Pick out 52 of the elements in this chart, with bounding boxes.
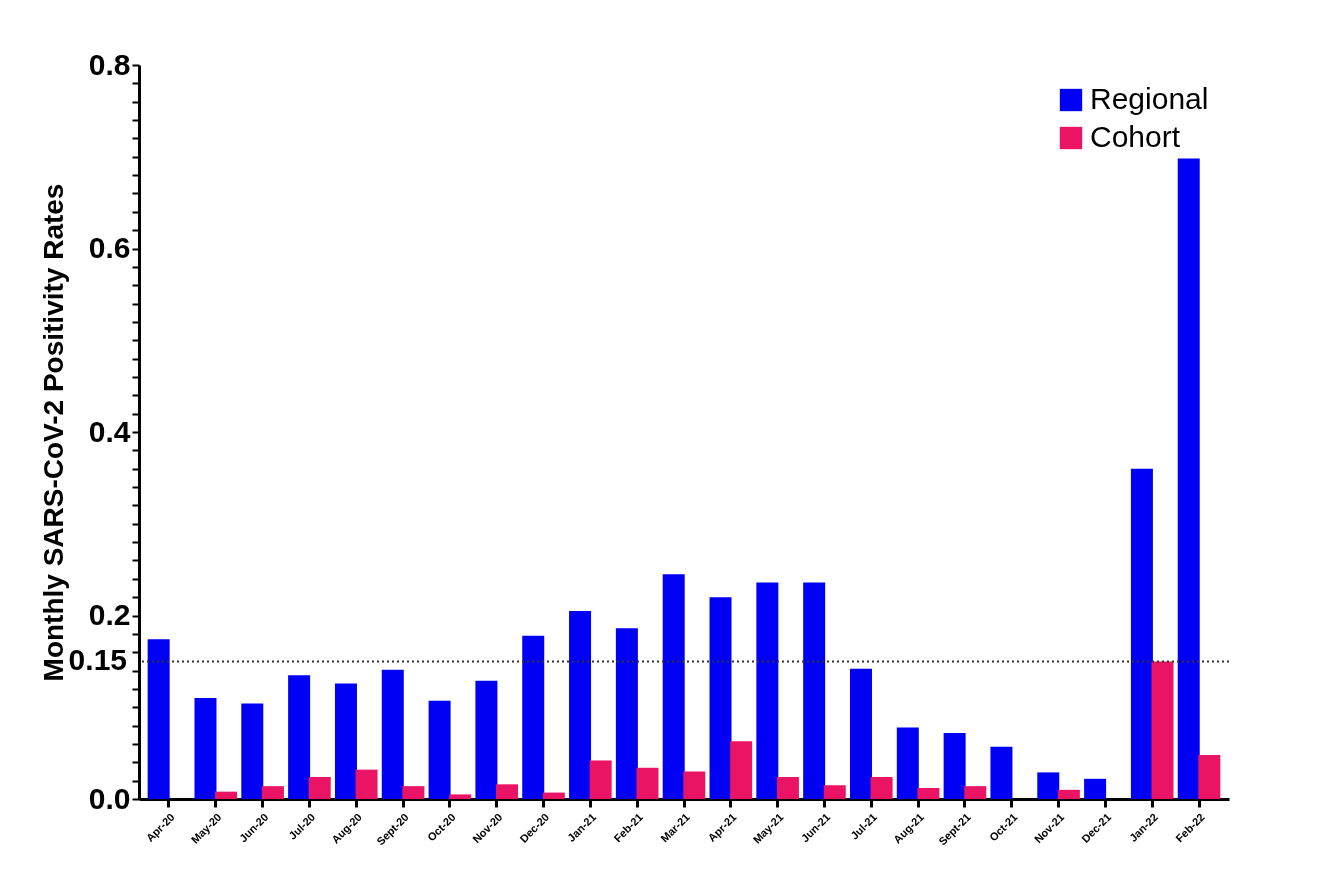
- bar: [1037, 772, 1060, 799]
- legend-label: Cohort: [1090, 120, 1181, 153]
- bar: [308, 776, 331, 799]
- y-tick-label: 0.0: [88, 781, 131, 815]
- bar: [870, 776, 893, 799]
- bar: [683, 771, 706, 799]
- bar: [943, 732, 966, 799]
- bar: [756, 582, 779, 799]
- bar: [615, 628, 638, 799]
- bar: [194, 698, 217, 799]
- bar: [990, 746, 1013, 799]
- bar: [522, 635, 545, 799]
- bar: [215, 791, 238, 799]
- bar: [569, 610, 592, 799]
- bar: [709, 597, 732, 799]
- y-tick-label: 0.2: [88, 598, 131, 631]
- bar: [730, 741, 753, 799]
- y-tick-label: 0.4: [88, 414, 131, 448]
- bar: [496, 784, 519, 799]
- bar: [1198, 754, 1221, 799]
- bar: [803, 582, 826, 799]
- bar: [662, 574, 685, 799]
- bar: [381, 669, 404, 799]
- bar: [589, 760, 612, 799]
- ref-line-label: 0.15: [68, 643, 127, 677]
- bar: [964, 786, 987, 799]
- bar: [542, 792, 565, 799]
- bar: [1084, 778, 1107, 799]
- y-tick-label: 0.6: [88, 231, 131, 264]
- bar: [449, 794, 472, 799]
- bar: [776, 776, 799, 799]
- bar: [288, 675, 311, 799]
- bar: [849, 668, 872, 799]
- y-axis-title: Monthly SARS-CoV-2 Positivity Rates: [37, 183, 69, 682]
- bar: [261, 786, 284, 799]
- y-tick-label: 0.8: [88, 47, 131, 81]
- bar: [1177, 158, 1200, 799]
- bar: [428, 700, 451, 799]
- bar: [241, 703, 264, 799]
- bar: [636, 767, 659, 799]
- bar: [402, 786, 425, 799]
- bar: [917, 787, 940, 799]
- bar: [1057, 789, 1080, 799]
- bar: [896, 727, 919, 799]
- bar: [334, 683, 357, 799]
- bar: [147, 639, 170, 799]
- bar: [823, 785, 846, 799]
- legend-label: Regional: [1090, 82, 1209, 115]
- bar: [1130, 468, 1153, 799]
- bar: [355, 769, 378, 799]
- bar: [475, 680, 498, 799]
- bar: [1151, 661, 1174, 799]
